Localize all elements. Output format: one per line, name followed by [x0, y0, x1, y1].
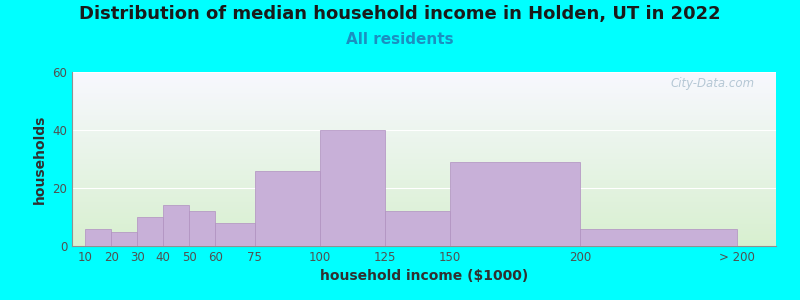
Bar [85, 229, 111, 246]
Bar [137, 217, 163, 246]
Bar [450, 162, 581, 246]
X-axis label: household income ($1000): household income ($1000) [320, 269, 528, 284]
Bar [581, 229, 737, 246]
Text: City-Data.com: City-Data.com [670, 77, 755, 90]
Bar [320, 130, 385, 246]
Bar [385, 211, 450, 246]
Bar [163, 206, 190, 246]
Text: All residents: All residents [346, 32, 454, 46]
Bar [254, 171, 320, 246]
Bar [111, 232, 137, 246]
Bar [190, 211, 215, 246]
Bar [215, 223, 254, 246]
Text: Distribution of median household income in Holden, UT in 2022: Distribution of median household income … [79, 4, 721, 22]
Y-axis label: households: households [33, 114, 46, 204]
